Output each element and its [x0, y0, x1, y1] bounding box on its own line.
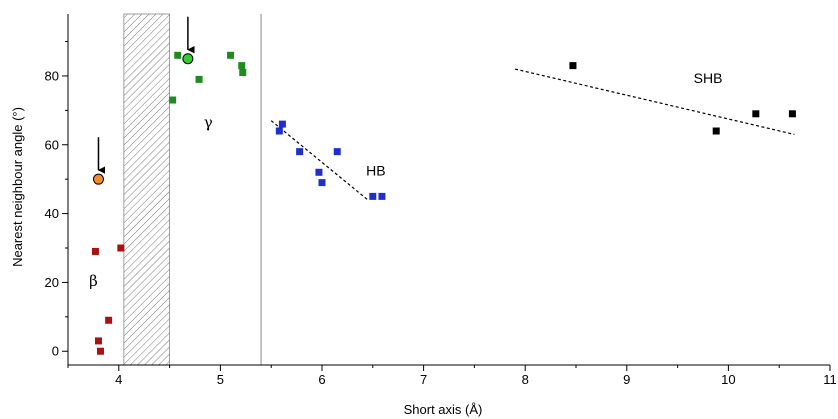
point-hb [333, 148, 341, 156]
point-hb [378, 192, 386, 200]
point-beta [117, 244, 125, 252]
point-beta [105, 316, 113, 324]
region-label: β [89, 272, 98, 290]
point-shb [788, 110, 796, 118]
region-label: SHB [694, 70, 723, 86]
y-ticks: 0 20 40 60 80 [45, 41, 68, 359]
region-label: HB [366, 163, 385, 179]
y-tick-label: 20 [45, 275, 59, 290]
point-gamma [169, 96, 177, 104]
point-hb [296, 148, 304, 156]
x-tick-label: 4 [115, 372, 122, 387]
point-shb [752, 110, 760, 118]
point-beta [97, 347, 105, 355]
highlighted-point [182, 53, 194, 65]
y-tick-label: 60 [45, 137, 59, 152]
x-tick-label: 7 [420, 372, 427, 387]
y-tick-label: 40 [45, 206, 59, 221]
x-axis-title: Short axis (Å) [404, 402, 483, 417]
point-gamma [174, 51, 182, 59]
point-hb [369, 192, 377, 200]
point-shb [569, 62, 577, 70]
region-label: γ [204, 114, 213, 132]
point-hb [275, 127, 283, 135]
x-tick-label: 6 [318, 372, 325, 387]
highlighted-point [92, 173, 104, 185]
x-tick-label: 10 [721, 372, 735, 387]
y-axis-title: Nearest neighbour angle (°) [10, 107, 25, 267]
point-hb [318, 179, 326, 187]
highlighted-points [92, 16, 195, 185]
point-hb [315, 168, 323, 176]
x-tick-label: 11 [823, 372, 837, 387]
y-tick-label: 80 [45, 68, 59, 83]
point-beta [94, 337, 102, 345]
point-hb [278, 120, 286, 128]
trend-line-shb [514, 68, 795, 136]
point-gamma [195, 75, 203, 83]
y-tick-label: 0 [52, 344, 59, 359]
hatched-band [123, 13, 170, 366]
point-shb [712, 127, 720, 135]
x-tick-label: 5 [217, 372, 224, 387]
point-gamma [238, 62, 246, 70]
axes: 4 5 6 7 8 9 10 11 0 20 40 60 80 [45, 14, 837, 387]
x-tick-label: 9 [623, 372, 630, 387]
point-gamma [239, 69, 247, 76]
region-labels: β γ HB SHB [89, 70, 722, 290]
trend-lines [270, 68, 795, 201]
point-beta [91, 247, 99, 255]
data-points [91, 51, 796, 355]
trend-line-hb [270, 120, 369, 201]
x-tick-label: 8 [522, 372, 529, 387]
point-gamma [227, 51, 235, 59]
x-ticks: 4 5 6 7 8 9 10 11 [67, 365, 837, 387]
